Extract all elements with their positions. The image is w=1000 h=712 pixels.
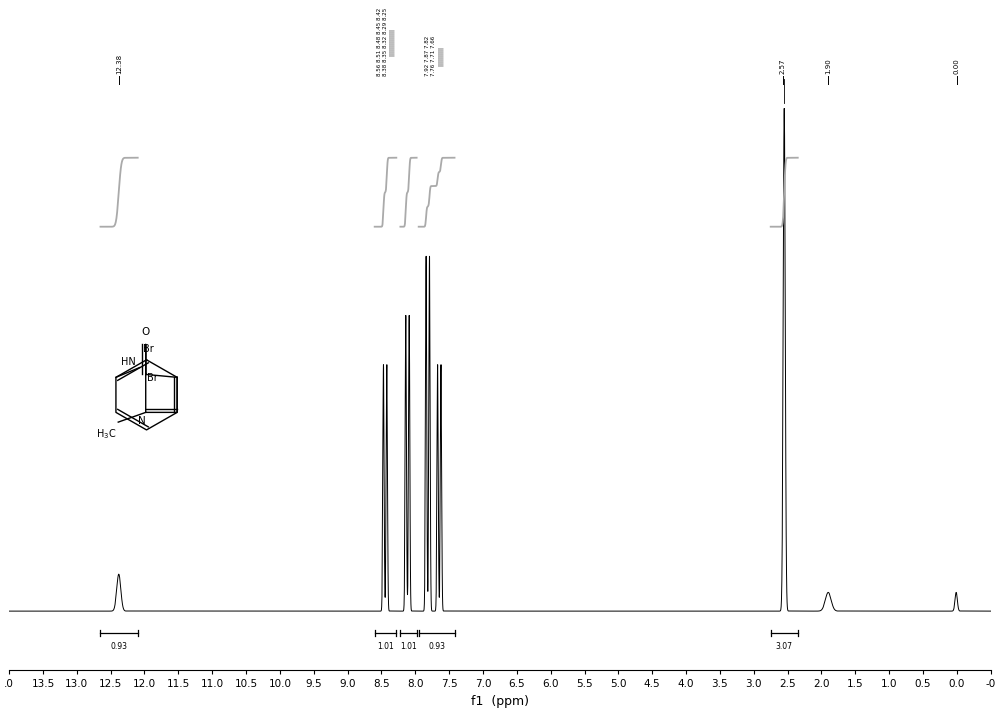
Text: 1.90: 1.90: [825, 58, 831, 74]
Text: 8.56 8.51 8.48 8.45 8.42
8.38 8.35 8.32 8.29 8.25
||||||||||||||: 8.56 8.51 8.48 8.45 8.42 8.38 8.35 8.32 …: [377, 8, 394, 76]
Text: 12.38: 12.38: [116, 54, 122, 74]
Text: 0.93: 0.93: [428, 642, 445, 651]
Text: 1.01: 1.01: [400, 642, 417, 651]
Text: 2.57: 2.57: [780, 58, 786, 74]
Text: 0.00: 0.00: [954, 58, 960, 74]
X-axis label: f1  (ppm): f1 (ppm): [471, 695, 529, 708]
Text: 7.92 7.87 7.82
7.76 7.71 7.66
||||||||||: 7.92 7.87 7.82 7.76 7.71 7.66 ||||||||||: [425, 36, 443, 76]
Text: 1.01: 1.01: [377, 642, 394, 651]
Text: 0.93: 0.93: [111, 642, 128, 651]
Text: 3.07: 3.07: [776, 642, 793, 651]
